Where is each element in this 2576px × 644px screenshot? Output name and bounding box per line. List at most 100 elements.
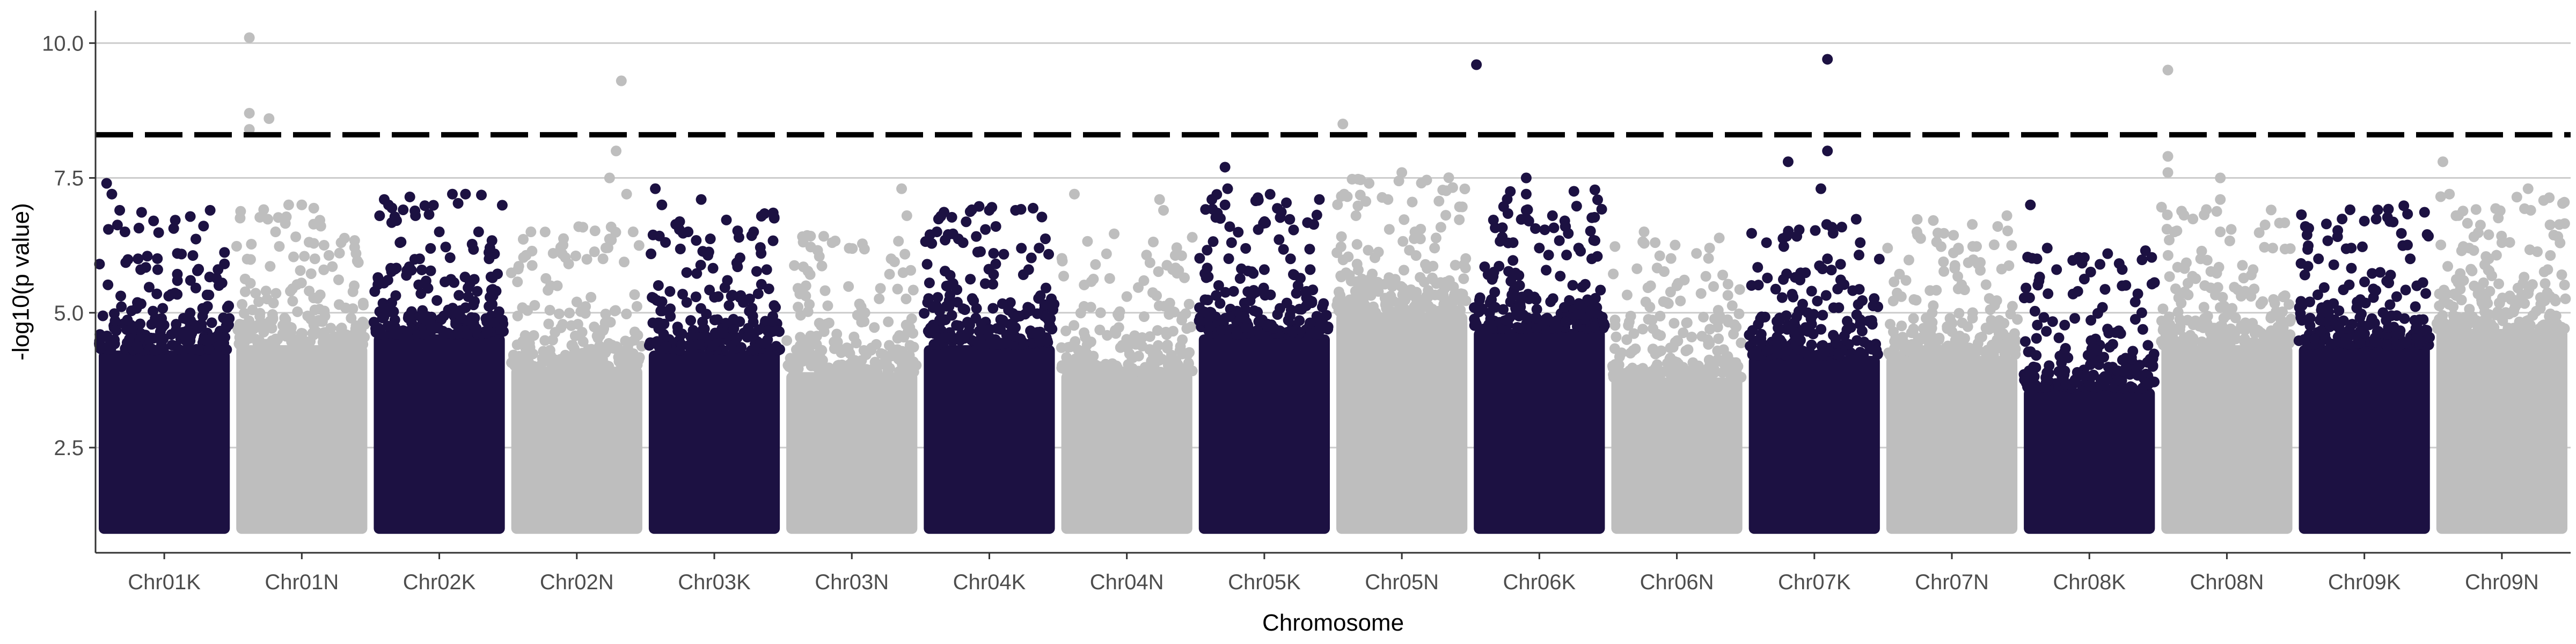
data-point xyxy=(1242,286,1254,297)
data-point xyxy=(2038,312,2050,323)
peak-point xyxy=(885,253,897,265)
data-point xyxy=(705,233,716,245)
data-point xyxy=(685,315,697,326)
data-point xyxy=(875,348,887,359)
data-point xyxy=(192,323,203,334)
data-point xyxy=(1144,344,1155,355)
data-point xyxy=(1956,279,1967,290)
data-point xyxy=(2162,209,2173,221)
data-point xyxy=(1675,295,1686,306)
data-point xyxy=(105,343,116,355)
data-point xyxy=(2483,229,2494,240)
data-point xyxy=(219,247,230,258)
data-point xyxy=(2104,341,2116,353)
data-point xyxy=(690,291,701,303)
data-point xyxy=(385,262,397,274)
data-point xyxy=(299,251,310,262)
data-point xyxy=(2187,214,2199,225)
data-point xyxy=(848,366,859,377)
data-point xyxy=(2546,323,2557,334)
data-point xyxy=(2368,283,2379,295)
data-point xyxy=(171,319,182,330)
data-point xyxy=(1624,365,1635,376)
data-point xyxy=(1253,316,1264,327)
data-point xyxy=(1640,296,1651,308)
data-point xyxy=(1573,298,1584,309)
data-point xyxy=(998,248,1009,260)
data-point xyxy=(2368,292,2379,303)
data-point xyxy=(2163,311,2175,323)
data-point xyxy=(1903,346,1914,357)
data-point xyxy=(598,323,610,334)
data-point xyxy=(2478,277,2489,288)
data-point xyxy=(1670,336,1681,348)
data-point xyxy=(1224,311,1235,323)
data-point xyxy=(728,323,740,334)
data-point xyxy=(1816,324,1827,335)
data-point xyxy=(718,327,729,339)
peak-point xyxy=(2117,280,2128,291)
data-point xyxy=(2268,294,2279,305)
data-point xyxy=(319,305,330,317)
data-point xyxy=(1621,289,1633,301)
data-point xyxy=(1115,342,1126,353)
data-point xyxy=(1187,232,1198,243)
data-point xyxy=(742,332,753,343)
data-point xyxy=(1797,298,1808,310)
peak-point xyxy=(1520,172,1532,184)
data-point xyxy=(695,259,706,270)
data-point xyxy=(1180,363,1191,374)
data-point xyxy=(121,337,133,348)
data-point xyxy=(1016,243,1027,254)
data-point xyxy=(1042,335,1053,346)
data-point xyxy=(883,340,895,351)
data-point xyxy=(961,216,972,228)
data-point xyxy=(631,301,642,312)
data-point xyxy=(839,367,851,378)
data-point xyxy=(940,235,951,246)
data-point xyxy=(1498,201,1509,213)
data-point xyxy=(2053,332,2065,343)
data-point xyxy=(1670,239,1681,251)
data-point xyxy=(972,246,983,258)
data-point xyxy=(905,265,917,276)
peak-point xyxy=(931,226,942,238)
data-point xyxy=(423,209,435,220)
data-point xyxy=(2173,292,2184,303)
data-point xyxy=(573,221,584,232)
data-point xyxy=(2268,336,2279,348)
data-point xyxy=(553,308,565,319)
data-point xyxy=(1869,293,1880,304)
data-point xyxy=(920,236,931,247)
data-point xyxy=(2265,204,2277,216)
data-point xyxy=(2202,311,2213,322)
data-point xyxy=(945,270,956,281)
data-point xyxy=(1046,324,1058,335)
data-point xyxy=(1252,192,1263,203)
data-point xyxy=(1430,232,1441,244)
data-point xyxy=(605,221,617,232)
data-point xyxy=(2367,268,2378,279)
data-point xyxy=(1198,306,1210,318)
data-point xyxy=(1284,310,1296,321)
data-point xyxy=(347,303,358,314)
data-point xyxy=(1442,305,1453,316)
data-point xyxy=(676,328,687,340)
peak-point xyxy=(264,113,275,124)
data-point xyxy=(506,357,517,368)
data-point xyxy=(333,299,345,310)
data-point xyxy=(1081,339,1093,350)
data-point xyxy=(246,238,257,250)
peak-point xyxy=(296,199,308,210)
data-point xyxy=(1561,250,1572,261)
data-point xyxy=(389,314,400,326)
data-point xyxy=(2127,382,2138,393)
data-point xyxy=(2136,254,2148,266)
series-Chr07K xyxy=(1744,54,1885,534)
data-point xyxy=(1984,293,1995,304)
data-point xyxy=(1284,214,1296,225)
data-point xyxy=(1110,365,1122,376)
data-point xyxy=(370,325,382,336)
data-point xyxy=(1372,276,1384,288)
data-point xyxy=(1458,273,1469,284)
